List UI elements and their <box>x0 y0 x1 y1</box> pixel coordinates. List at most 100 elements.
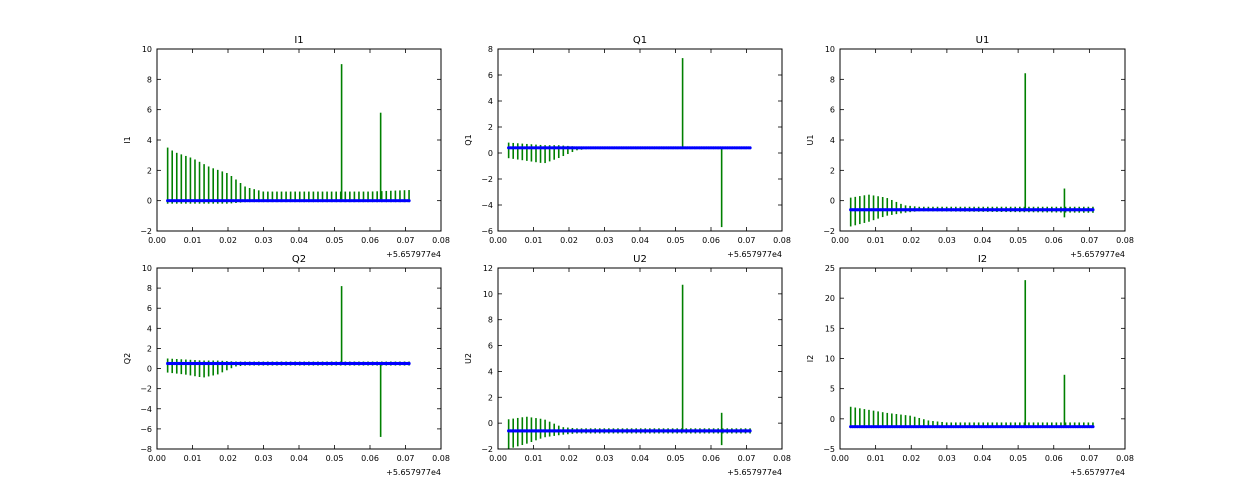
x-offset-label: +5.657977e4 <box>727 250 782 259</box>
x-tick-label: 0.06 <box>702 236 720 245</box>
x-tick-label: 0.00 <box>489 236 507 245</box>
subplot-i2: 0.00 0.01 0.02 0.03 0.04 0.05 0.06 0.07 0.08 −5 0 5… <box>806 254 1134 477</box>
axes-frame <box>497 48 783 232</box>
y-tick-label: 4 <box>488 97 493 106</box>
plot-area <box>849 280 1095 429</box>
y-tick-label: 8 <box>147 75 152 84</box>
x-tick-label: 0.03 <box>255 454 273 463</box>
y-tick-label: 10 <box>483 290 493 299</box>
x-tick-label: 0.04 <box>974 236 992 245</box>
axes-frame <box>156 267 442 450</box>
x-offset-label: +5.657977e4 <box>386 250 441 259</box>
y-tick-label: −5 <box>823 445 835 454</box>
x-tick-label: 0.02 <box>902 454 920 463</box>
y-axis-label: Q2 <box>123 353 132 364</box>
x-tick-label: 0.05 <box>326 454 344 463</box>
x-tick-label: 0.01 <box>184 454 202 463</box>
baseline-point <box>1091 425 1095 429</box>
y-tick-label: −6 <box>481 227 493 236</box>
x-tick-label: 0.00 <box>148 454 166 463</box>
x-tick-label: 0.00 <box>831 236 849 245</box>
y-tick-label: 10 <box>825 45 835 54</box>
baseline-point <box>407 361 411 366</box>
y-tick-label: −2 <box>481 175 493 184</box>
y-axis-label: I1 <box>123 136 132 143</box>
y-tick-label: 8 <box>488 316 493 325</box>
y-tick-label: −2 <box>823 227 835 236</box>
y-tick-label: 10 <box>142 45 152 54</box>
y-tick-label: −4 <box>481 201 493 210</box>
plot-area <box>166 64 411 204</box>
chart-title: U2 <box>633 254 647 265</box>
x-tick-label: 0.03 <box>938 454 956 463</box>
chart-title: Q1 <box>633 35 647 46</box>
y-tick-label: 4 <box>147 136 152 145</box>
y-tick-label: 4 <box>830 136 835 145</box>
y-tick-label: 2 <box>488 123 493 132</box>
subplot-u1: 0.00 0.01 0.02 0.03 0.04 0.05 0.06 0.07 0.08 −2 0 2… <box>806 35 1134 259</box>
chart-title: Q2 <box>292 254 306 265</box>
x-tick-label: 0.07 <box>1080 454 1098 463</box>
subplot-u2: 0.00 0.01 0.02 0.03 0.04 0.05 0.06 0.07 0.08 −2 0 2… <box>464 254 791 477</box>
x-tick-label: 0.02 <box>560 236 578 245</box>
y-tick-label: 4 <box>147 324 152 333</box>
y-tick-label: 8 <box>147 284 152 293</box>
y-tick-label: 2 <box>830 166 835 175</box>
plot-area <box>166 286 411 437</box>
x-tick-label: 0.01 <box>867 454 885 463</box>
y-tick-label: 0 <box>147 365 152 374</box>
baseline-point <box>748 146 752 150</box>
x-tick-label: 0.04 <box>290 454 308 463</box>
x-tick-label: 0.05 <box>1009 454 1027 463</box>
x-tick-label: 0.05 <box>326 236 344 245</box>
x-tick-label: 0.06 <box>702 454 720 463</box>
x-tick-label: 0.07 <box>1080 236 1098 245</box>
y-tick-label: 6 <box>147 106 152 115</box>
x-offset-label: +5.657977e4 <box>1070 250 1125 259</box>
y-tick-label: −4 <box>140 405 152 414</box>
x-tick-label: 0.02 <box>902 236 920 245</box>
x-tick-label: 0.01 <box>184 236 202 245</box>
y-tick-label: −2 <box>140 227 152 236</box>
y-tick-label: 6 <box>488 342 493 351</box>
x-tick-label: 0.08 <box>1116 454 1134 463</box>
y-tick-label: −2 <box>140 385 152 394</box>
x-tick-label: 0.08 <box>1116 236 1134 245</box>
x-tick-label: 0.05 <box>667 454 685 463</box>
chart-title: I1 <box>294 35 303 46</box>
x-tick-label: 0.07 <box>738 454 756 463</box>
baseline-point <box>1091 208 1095 212</box>
x-tick-label: 0.07 <box>397 236 415 245</box>
y-tick-label: 2 <box>488 393 493 402</box>
y-tick-label: 20 <box>825 294 835 303</box>
y-tick-label: 0 <box>830 415 835 424</box>
y-tick-label: 2 <box>147 344 152 353</box>
y-tick-label: 5 <box>830 385 835 394</box>
subplot-q1: 0.00 0.01 0.02 0.03 0.04 0.05 0.06 0.07 0.08 −6 −4… <box>464 35 791 259</box>
x-tick-label: 0.00 <box>148 236 166 245</box>
y-axis-label: I2 <box>806 355 815 362</box>
plot-area <box>507 58 752 228</box>
x-tick-label: 0.01 <box>867 236 885 245</box>
y-tick-label: 8 <box>488 45 493 54</box>
x-tick-label: 0.08 <box>432 236 450 245</box>
y-tick-label: 0 <box>147 197 152 206</box>
y-tick-label: 25 <box>825 264 835 273</box>
y-tick-label: 8 <box>830 75 835 84</box>
x-tick-label: 0.05 <box>667 236 685 245</box>
x-tick-label: 0.06 <box>361 236 379 245</box>
y-tick-label: −2 <box>481 445 493 454</box>
x-tick-label: 0.05 <box>1009 236 1027 245</box>
x-tick-label: 0.03 <box>938 236 956 245</box>
y-axis-label: Q1 <box>464 134 473 145</box>
plot-area <box>507 284 752 449</box>
x-tick-label: 0.02 <box>560 454 578 463</box>
x-tick-label: 0.04 <box>974 454 992 463</box>
x-tick-label: 0.06 <box>361 454 379 463</box>
x-tick-label: 0.07 <box>738 236 756 245</box>
y-tick-label: 15 <box>825 324 835 333</box>
y-axis-label: U1 <box>806 135 815 146</box>
y-tick-label: 4 <box>488 367 493 376</box>
y-tick-label: 0 <box>830 197 835 206</box>
